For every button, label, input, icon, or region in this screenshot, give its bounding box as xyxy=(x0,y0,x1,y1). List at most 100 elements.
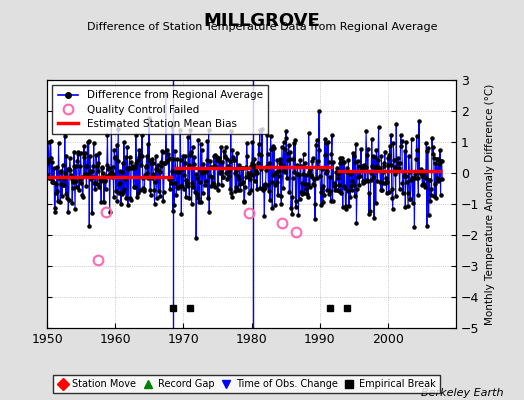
Point xyxy=(80,142,89,149)
Point xyxy=(407,176,415,183)
Point xyxy=(68,200,77,206)
Point xyxy=(249,162,258,168)
Point xyxy=(149,171,158,178)
Point xyxy=(219,174,227,180)
Point xyxy=(366,208,374,214)
Point xyxy=(364,146,372,152)
Point xyxy=(184,162,193,168)
Point xyxy=(271,170,280,176)
Point xyxy=(434,156,442,162)
Point xyxy=(255,140,263,147)
Point xyxy=(303,181,312,187)
Point xyxy=(233,150,241,156)
Point xyxy=(102,186,110,192)
Point xyxy=(83,162,91,169)
Point xyxy=(326,188,334,194)
Point xyxy=(131,184,139,190)
Point xyxy=(87,176,95,182)
Point xyxy=(378,168,387,175)
Point xyxy=(412,156,420,162)
Point xyxy=(205,173,214,179)
Point xyxy=(381,180,390,186)
Point xyxy=(288,211,297,217)
Point xyxy=(75,176,84,182)
Point xyxy=(357,146,365,153)
Point xyxy=(146,191,155,198)
Point xyxy=(52,190,60,197)
Point xyxy=(399,172,408,179)
Point xyxy=(358,163,366,169)
Point xyxy=(426,198,434,204)
Point xyxy=(256,126,264,133)
Point xyxy=(358,178,367,184)
Point xyxy=(159,198,167,204)
Point xyxy=(112,142,121,148)
Point xyxy=(54,140,63,147)
Point xyxy=(81,171,89,178)
Point xyxy=(121,176,129,183)
Point xyxy=(123,144,132,150)
Point xyxy=(156,193,165,199)
Point xyxy=(75,187,83,193)
Point xyxy=(212,164,220,170)
Point xyxy=(290,168,299,175)
Point xyxy=(189,184,198,190)
Point xyxy=(397,132,405,138)
Point xyxy=(211,152,220,158)
Point xyxy=(339,159,347,165)
Point xyxy=(242,174,250,180)
Point xyxy=(276,156,285,162)
Point xyxy=(151,179,159,185)
Point xyxy=(385,188,393,195)
Point xyxy=(84,170,92,177)
Point xyxy=(332,186,341,193)
Point xyxy=(349,150,357,156)
Point xyxy=(356,168,364,174)
Point xyxy=(329,158,337,165)
Point xyxy=(126,196,135,203)
Point xyxy=(245,190,253,196)
Point xyxy=(125,164,133,171)
Point xyxy=(215,158,224,164)
Point xyxy=(66,155,74,161)
Point xyxy=(201,182,209,188)
Point xyxy=(66,166,74,173)
Legend: Difference from Regional Average, Quality Control Failed, Estimated Station Mean: Difference from Regional Average, Qualit… xyxy=(52,85,268,134)
Point xyxy=(159,189,168,195)
Point xyxy=(394,160,402,166)
Point xyxy=(367,170,375,176)
Point xyxy=(279,185,287,191)
Text: Difference of Station Temperature Data from Regional Average: Difference of Station Temperature Data f… xyxy=(87,22,437,32)
Point xyxy=(289,175,297,182)
Point xyxy=(93,180,101,187)
Point xyxy=(315,108,323,114)
Point xyxy=(406,196,414,202)
Point xyxy=(278,163,287,170)
Point xyxy=(223,176,232,182)
Point xyxy=(61,170,70,176)
Point xyxy=(212,154,221,160)
Point xyxy=(160,160,168,166)
Point xyxy=(115,181,124,188)
Point xyxy=(119,138,128,145)
Point xyxy=(325,191,333,197)
Point xyxy=(145,115,153,121)
Point xyxy=(269,172,278,178)
Point xyxy=(434,161,443,167)
Point xyxy=(72,184,81,190)
Point xyxy=(299,171,307,178)
Point xyxy=(258,126,266,132)
Point xyxy=(43,172,52,179)
Point xyxy=(70,163,79,169)
Point xyxy=(91,180,100,186)
Point xyxy=(97,164,106,170)
Point xyxy=(248,159,256,166)
Point xyxy=(263,132,271,138)
Point xyxy=(133,156,141,163)
Point xyxy=(136,186,144,193)
Point xyxy=(206,158,214,164)
Point xyxy=(296,156,304,163)
Point xyxy=(62,191,70,198)
Point xyxy=(410,224,419,230)
Point xyxy=(143,153,151,160)
